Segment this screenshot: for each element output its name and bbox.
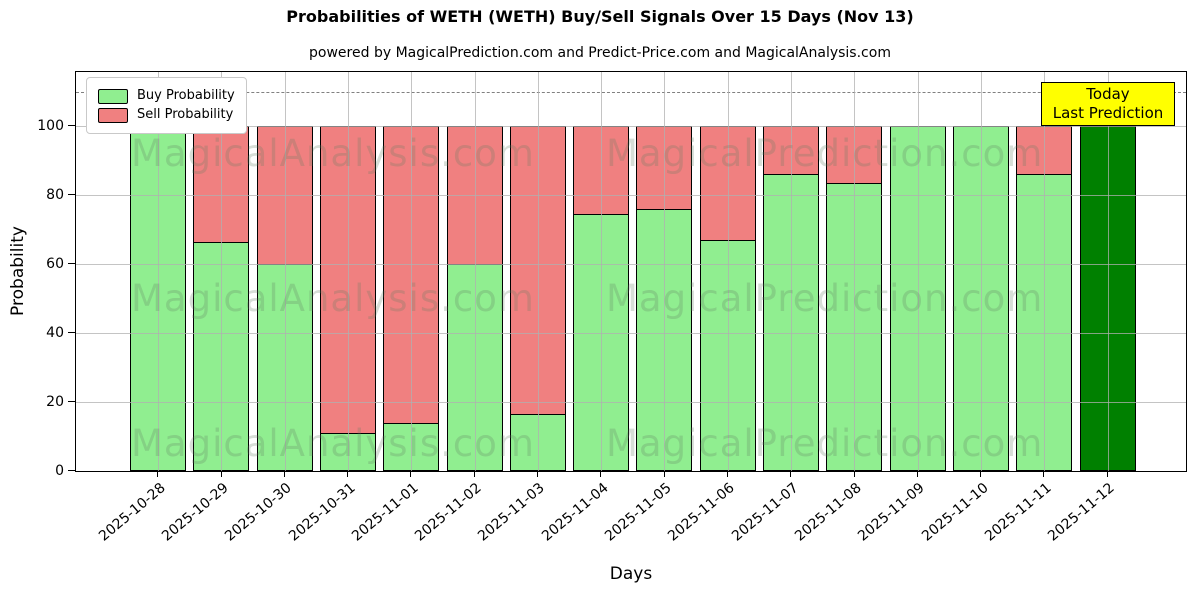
legend-swatch-sell [98, 107, 128, 123]
x-tick-mark [283, 471, 285, 477]
bar-segment-sell [826, 126, 883, 183]
x-tick-label-text: 2025-11-03 [475, 480, 549, 545]
x-tick-label-text: 2025-11-05 [602, 480, 675, 545]
legend-label-sell: Sell Probability [137, 107, 234, 122]
x-tick-mark [853, 471, 855, 477]
bar-segment-buy [383, 422, 440, 471]
bar-segment-buy [193, 241, 250, 471]
x-tick-mark [726, 471, 728, 477]
x-tick-label-text: 2025-11-06 [665, 480, 738, 545]
bar-segment-sell [699, 126, 756, 240]
x-tick-label-text: 2025-11-08 [791, 480, 865, 545]
y-tick-mark [68, 263, 76, 265]
y-tick-mark [68, 332, 76, 334]
x-tick-label-text: 2025-10-30 [222, 480, 295, 545]
x-tick-label-text: 2025-10-29 [158, 480, 232, 545]
bar-segment-buy [256, 264, 313, 471]
bar-segment-sell [1016, 126, 1073, 175]
y-tick-label: 80 [46, 187, 64, 203]
page-subtitle: powered by MagicalPrediction.com and Pre… [309, 45, 891, 61]
x-tick-mark [220, 471, 222, 477]
bar-segment-buy [952, 126, 1009, 471]
today-annotation-line1: Today [1086, 85, 1130, 103]
x-tick-label-text: 2025-11-02 [412, 480, 485, 545]
x-tick-mark [980, 471, 982, 477]
today-annotation-line2: Last Prediction [1052, 104, 1164, 122]
x-tick-label-text: 2025-10-28 [95, 480, 169, 545]
bar-segment-sell [509, 126, 566, 415]
x-tick-mark [473, 471, 475, 477]
x-tick-label-text: 2025-11-12 [1045, 480, 1118, 545]
bar-segment-sell [193, 126, 250, 242]
bar-segment-buy [509, 414, 566, 471]
x-tick-mark [157, 471, 159, 477]
x-tick-mark [663, 471, 665, 477]
y-tick-label: 0 [55, 463, 64, 479]
y-tick-label: 100 [37, 118, 64, 134]
x-tick-mark [790, 471, 792, 477]
x-tick-mark [600, 471, 602, 477]
x-tick-label-text: 2025-11-10 [918, 480, 992, 545]
bar-segment-sell [383, 126, 440, 423]
x-tick-label-text: 2025-11-01 [348, 480, 422, 545]
page-title: Probabilities of WETH (WETH) Buy/Sell Si… [286, 7, 914, 26]
threshold-dashed-line [76, 91, 1186, 93]
y-tick-label: 60 [46, 256, 64, 272]
x-tick-mark [410, 471, 412, 477]
y-tick-mark [68, 194, 76, 196]
bar-segment-buy [573, 213, 630, 471]
x-tick-mark [916, 471, 918, 477]
bar-segment-today [1079, 126, 1136, 471]
x-tick-mark [537, 471, 539, 477]
bar-segment-buy [889, 126, 946, 471]
x-tick-label-text: 2025-10-31 [285, 480, 359, 545]
x-tick-label-text: 2025-11-07 [728, 480, 802, 545]
x-tick-mark [347, 471, 349, 477]
y-tick-mark [68, 401, 76, 403]
bar-segment-sell [763, 126, 819, 175]
y-tick-mark [68, 125, 76, 127]
bar-segment-sell [256, 126, 313, 264]
bar-segment-buy [763, 174, 819, 471]
bar-segment-buy [319, 433, 376, 471]
x-tick-label-text: 2025-11-11 [981, 480, 1055, 545]
bar-segment-sell [636, 126, 693, 209]
legend-item-sell: Sell Probability [98, 107, 235, 123]
bar-segment-buy [699, 239, 756, 471]
x-tick-label-text: 2025-11-09 [855, 480, 928, 545]
bar-segment-sell [573, 126, 630, 214]
legend-swatch-buy [98, 88, 128, 104]
y-tick-label: 20 [46, 394, 64, 410]
bar-segment-buy [636, 208, 693, 471]
legend-item-buy: Buy Probability [98, 88, 235, 104]
chart-plot-area: Buy Probability Sell Probability Today L… [8, 71, 1187, 584]
chart-legend: Buy Probability Sell Probability [86, 77, 247, 134]
bar-segment-sell [319, 126, 376, 434]
today-annotation-box: Today Last Prediction [1041, 82, 1175, 126]
bar-segment-buy [446, 264, 503, 471]
bar-segment-buy [1016, 174, 1073, 471]
x-tick-mark [1043, 471, 1045, 477]
y-tick-mark [68, 470, 76, 472]
x-tick-mark [1106, 471, 1108, 477]
legend-label-buy: Buy Probability [137, 88, 235, 103]
bar-segment-sell [446, 126, 503, 264]
bar-segment-buy [826, 182, 883, 471]
y-tick-label: 40 [46, 325, 64, 341]
x-tick-label-text: 2025-11-04 [538, 480, 612, 545]
x-axis-label: Days [609, 564, 653, 584]
bar-segment-buy [130, 126, 186, 471]
